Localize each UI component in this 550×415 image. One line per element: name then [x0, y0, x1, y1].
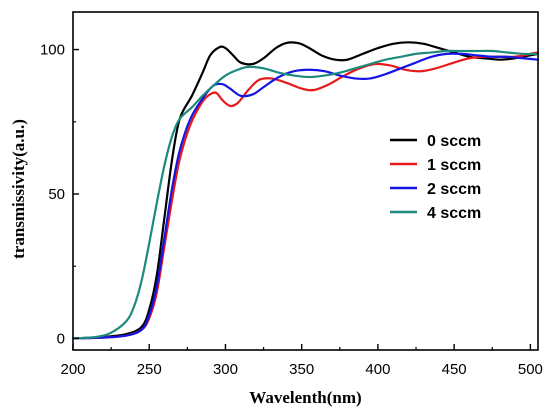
series-line-3 [71, 49, 540, 340]
x-tick-label: 350 [289, 361, 314, 378]
x-tick-label: 250 [137, 361, 162, 378]
x-tick-label: 400 [365, 361, 390, 378]
series-line-2 [71, 52, 540, 340]
legend-label-1: 1 sccm [427, 157, 481, 174]
x-tick-label: 450 [442, 361, 467, 378]
legend-label-0: 0 sccm [427, 133, 481, 150]
legend: 0 sccm 1 sccm 2 sccm 4 sccm [390, 133, 481, 222]
y-tick-label: 0 [57, 330, 65, 347]
series-line-0 [71, 41, 540, 340]
x-axis-title: Wavelenth(nm) [249, 388, 361, 407]
plot-frame [72, 11, 539, 351]
x-tick-label: 200 [60, 361, 85, 378]
series-line-1 [71, 51, 540, 340]
x-tick-label: 300 [213, 361, 238, 378]
x-axis: 200 250 300 350 400 450 500 [60, 344, 543, 378]
y-axis: 0 50 100 [40, 42, 79, 347]
legend-label-2: 2 sccm [427, 181, 481, 198]
series-lines [71, 41, 540, 340]
x-tick-label: 500 [518, 361, 543, 378]
y-axis-title: transmissivity(a.u.) [9, 119, 28, 259]
y-tick-label: 50 [48, 186, 65, 203]
y-tick-label: 100 [40, 42, 65, 59]
legend-label-3: 4 sccm [427, 205, 481, 222]
